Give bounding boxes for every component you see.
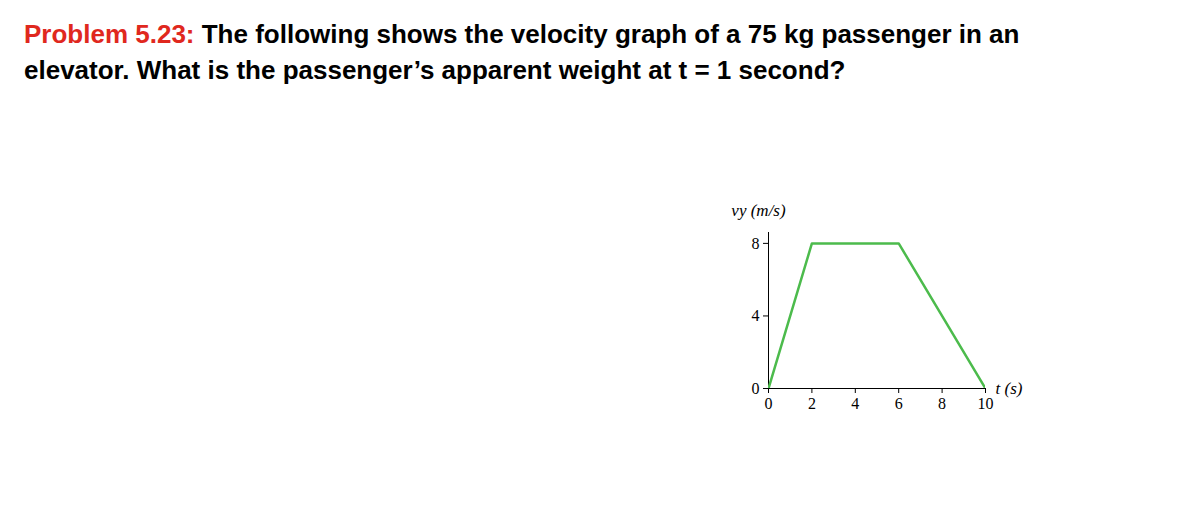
svg-text:4: 4: [752, 307, 760, 324]
html-text:Problem 5.23: The following sh: Problem 5.23: The following shows the ve…: [24, 19, 1020, 85]
svg-text:6: 6: [895, 395, 903, 412]
svg-text:8: 8: [752, 235, 760, 252]
svg-text:2: 2: [808, 395, 816, 412]
svg-text:10: 10: [978, 395, 994, 412]
svg-text:t (s): t (s): [996, 379, 1023, 398]
svg-text:4: 4: [851, 395, 859, 412]
svg-text:0: 0: [765, 395, 773, 412]
svg-text:vy (m/s): vy (m/s): [731, 201, 786, 220]
svg-text:8: 8: [938, 395, 946, 412]
svg-text:0: 0: [752, 380, 760, 397]
